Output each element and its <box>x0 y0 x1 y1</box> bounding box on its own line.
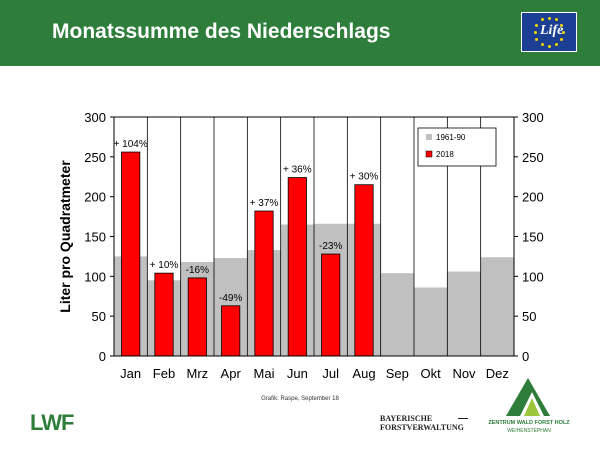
bar-2018 <box>287 177 307 357</box>
bayern-logo-line <box>458 418 468 419</box>
y-tick-label-right: 0 <box>522 349 529 364</box>
y-tick-label-left: 0 <box>99 349 106 364</box>
bar-2018 <box>321 253 341 357</box>
zentrum-line1: ZENTRUM WALD FORST HOLZ <box>488 420 570 426</box>
y-tick-label-right: 300 <box>522 110 544 125</box>
bar-2018 <box>221 305 241 357</box>
change-annotation: -23% <box>319 241 342 252</box>
y-tick-label-left: 250 <box>84 150 106 165</box>
chart-credit: Grafik: Raspe, September 18 <box>261 396 339 402</box>
zentrum-line2: WEIHENSTEPHAN <box>507 428 551 434</box>
eu-life-logo: Life <box>521 12 577 52</box>
eu-star-icon <box>559 37 563 41</box>
x-tick-label: Aug <box>352 366 375 381</box>
bar-2018 <box>121 151 141 357</box>
x-tick-label: Jan <box>120 366 141 381</box>
change-annotation: -49% <box>219 293 242 304</box>
legend-label: 2018 <box>436 150 454 159</box>
eu-star-icon <box>535 37 539 41</box>
x-tick-label: Jun <box>287 366 308 381</box>
bar-1961-90 <box>480 257 514 356</box>
eu-star-icon <box>535 23 539 27</box>
bar-1961-90 <box>447 271 481 356</box>
zentrum-triangle-core <box>524 398 540 416</box>
legend-swatch <box>426 134 432 140</box>
y-tick-label-left: 200 <box>84 190 106 205</box>
bayerische-forstverwaltung-logo: BAYERISCHE FORSTVERWALTUNG <box>380 414 468 432</box>
change-annotation: + 37% <box>250 198 279 209</box>
precipitation-chart: + 104% + 10% -16% -49% + 37% + 36% -23% + 30% 0 0… <box>57 110 544 381</box>
eu-star-icon <box>547 44 551 48</box>
y-tick-label-right: 250 <box>522 150 544 165</box>
bar-2018 <box>354 184 374 357</box>
x-tick-label: Jul <box>322 366 339 381</box>
zentrum-wald-forst-holz-logo: ZENTRUM WALD FORST HOLZ WEIHENSTEPHAN <box>486 378 572 440</box>
legend-label: 1961-90 <box>436 133 466 142</box>
change-annotation: -16% <box>186 265 209 276</box>
lwf-logo: LWF <box>30 410 74 435</box>
eu-star-icon <box>561 30 565 34</box>
y-tick-label-left: 50 <box>92 309 106 324</box>
eu-star-icon <box>540 18 544 22</box>
x-tick-label: Sep <box>386 366 409 381</box>
eu-star-icon <box>547 16 551 20</box>
y-tick-label-right: 50 <box>522 309 536 324</box>
x-tick-label: Dez <box>486 366 509 381</box>
eu-star-icon <box>554 42 558 46</box>
change-annotation: + 30% <box>350 172 379 183</box>
y-tick-label-right: 200 <box>522 190 544 205</box>
eu-star-icon <box>559 23 563 27</box>
x-tick-label: Okt <box>421 366 442 381</box>
y-tick-label-right: 150 <box>522 230 544 245</box>
bar-2018 <box>254 210 274 357</box>
change-annotation: + 10% <box>150 260 179 271</box>
x-tick-label: Mai <box>254 366 275 381</box>
page-title: Monatssumme des Niederschlags <box>52 20 391 43</box>
y-tick-label-left: 150 <box>84 230 106 245</box>
header-bar: Monatssumme des Niederschlags <box>0 0 600 66</box>
eu-star-icon <box>554 18 558 22</box>
y-tick-label-left: 300 <box>84 110 106 125</box>
bayern-line1: BAYERISCHE <box>380 414 433 423</box>
x-tick-label: Nov <box>452 366 476 381</box>
y-tick-label-left: 100 <box>84 269 106 284</box>
y-axis-label: Liter pro Quadratmeter <box>57 160 73 313</box>
eu-life-text: Life <box>540 23 564 38</box>
eu-star-icon <box>540 42 544 46</box>
x-tick-label: Apr <box>221 366 242 381</box>
y-tick-label-right: 100 <box>522 269 544 284</box>
change-annotation: + 36% <box>283 165 312 176</box>
bayern-line2: FORSTVERWALTUNG <box>380 423 464 432</box>
eu-star-icon <box>533 30 537 34</box>
x-tick-label: Feb <box>153 366 175 381</box>
bar-1961-90 <box>414 287 448 356</box>
legend-swatch <box>425 150 433 158</box>
x-tick-label: Mrz <box>186 366 208 381</box>
change-annotation: + 104% <box>114 139 148 150</box>
bar-2018 <box>187 277 207 357</box>
bar-2018 <box>154 272 174 357</box>
bar-1961-90 <box>380 273 414 356</box>
